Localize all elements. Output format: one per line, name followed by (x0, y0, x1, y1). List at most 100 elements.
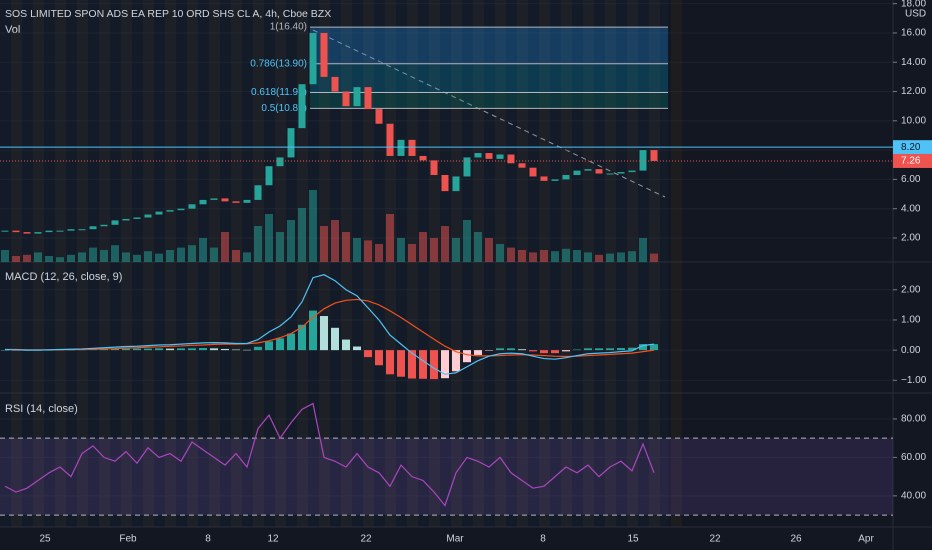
candle-body (639, 150, 647, 171)
fib-label: 0.618(11.93) (251, 87, 307, 98)
stripe (187, 0, 198, 527)
histogram-bar (298, 324, 306, 351)
candle-body (309, 32, 317, 85)
candle-body (111, 220, 119, 225)
candle-body (210, 198, 218, 200)
candle-body (375, 109, 383, 124)
candle-body (45, 230, 53, 233)
candle-body (320, 32, 328, 77)
candle-body (34, 232, 42, 234)
candle-body (529, 167, 537, 177)
histogram-bar (507, 348, 515, 351)
stripe (473, 0, 484, 527)
fib-zone (310, 27, 668, 64)
session-stripes (11, 0, 682, 527)
volume-bar (540, 250, 548, 262)
histogram-bar (430, 350, 438, 380)
volume-bar (397, 238, 405, 262)
histogram-bar (485, 350, 493, 351)
volume-bar (595, 254, 603, 262)
histogram-bar (287, 333, 295, 351)
x-tick-label: 22 (709, 534, 721, 545)
volume-bar (287, 220, 295, 262)
stripe (363, 0, 374, 527)
chart-title: SOS LIMITED SPON ADS EA REP 10 ORD SHS C… (5, 8, 331, 20)
volume-bar (430, 238, 438, 262)
histogram-bar (276, 338, 284, 351)
candle-body (441, 175, 449, 192)
stripe (561, 0, 572, 527)
volume-bar (342, 232, 350, 262)
histogram-bar (210, 348, 218, 351)
candle-body (540, 176, 548, 181)
volume-bar (507, 247, 515, 262)
volume-bar (100, 250, 108, 262)
histogram-bar (573, 349, 581, 351)
volume-bar (309, 190, 317, 262)
y-tick-label: 60.00 (901, 452, 926, 463)
histogram-bar (419, 350, 427, 379)
volume-bar (551, 251, 559, 262)
volume-bar (144, 251, 152, 262)
histogram-bar (441, 350, 449, 379)
candle-body (221, 198, 229, 202)
volume-bar (78, 252, 86, 262)
candle-body (452, 176, 460, 192)
candle-body (650, 150, 658, 161)
volume-bar (1, 250, 9, 262)
histogram-bar (144, 348, 152, 351)
volume-bar (584, 252, 592, 262)
histogram-bar (617, 348, 625, 351)
candle-body (254, 185, 262, 200)
y-tick-label: 16.00 (901, 28, 926, 39)
volume-bar (166, 250, 174, 262)
candle-body (628, 170, 636, 173)
volume-bar (199, 238, 207, 262)
candle-body (496, 154, 504, 159)
candle-body (507, 154, 515, 164)
volume-bar (133, 254, 141, 262)
candle-body (287, 128, 295, 158)
volume-label: Vol (5, 24, 20, 36)
histogram-bar (595, 348, 603, 351)
x-tick-label: Apr (858, 534, 874, 545)
volume-bar (298, 208, 306, 262)
stripe (297, 0, 308, 527)
volume-bar (188, 245, 196, 262)
histogram-bar (265, 341, 273, 351)
histogram-bar (386, 350, 394, 375)
volume-bar (45, 256, 53, 262)
volume-bar (210, 247, 218, 262)
volume-bar (111, 245, 119, 262)
rsi-band (0, 438, 893, 516)
candle-body (397, 139, 405, 156)
candle-body (100, 224, 108, 227)
price-label-bg (893, 140, 932, 155)
candle-body (364, 87, 372, 110)
stripe (451, 0, 462, 527)
stripe (671, 0, 682, 527)
candle-body (78, 229, 86, 231)
volume-bar (485, 238, 493, 262)
candle-body (474, 153, 482, 158)
candle-body (276, 157, 284, 167)
histogram-bar (562, 350, 570, 352)
histogram-bar (551, 350, 559, 354)
histogram-bar (628, 347, 636, 351)
volume-bar (12, 256, 20, 262)
stripe (253, 0, 264, 527)
candle-body (606, 173, 614, 175)
histogram-bar (540, 350, 548, 354)
volume-bar (529, 252, 537, 262)
histogram-bar (496, 348, 504, 351)
volume-bar (606, 253, 614, 262)
candle-body (243, 199, 251, 203)
stripe (627, 0, 638, 527)
histogram-bar (452, 350, 460, 372)
volume-bar (408, 244, 416, 262)
stripe (121, 0, 132, 527)
volume-bar (441, 226, 449, 262)
y-tick-label: 10.00 (901, 115, 926, 126)
x-tick-label: 25 (39, 534, 51, 545)
